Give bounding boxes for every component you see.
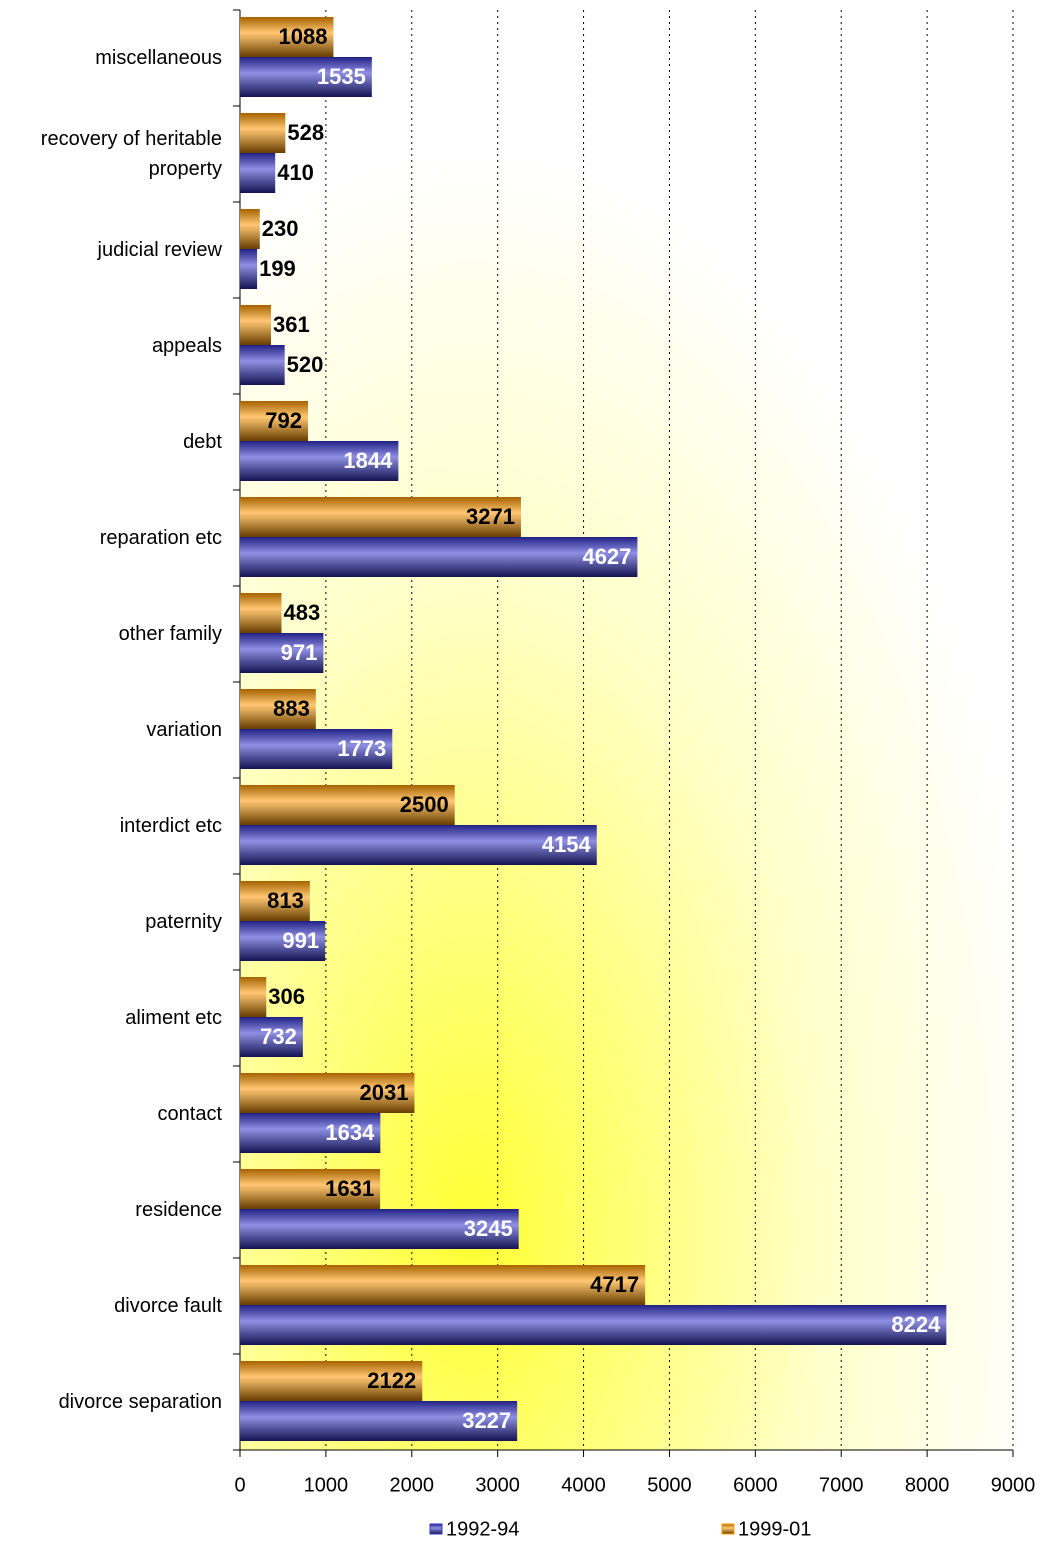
bar [240, 825, 597, 865]
category-label: paternity [145, 911, 222, 933]
legend-swatch [429, 1523, 443, 1535]
value-label: 1773 [337, 736, 386, 761]
legend-label: 1999-01 [738, 1518, 811, 1540]
value-label: 1634 [325, 1120, 375, 1145]
bar [240, 113, 286, 153]
bar [240, 689, 316, 729]
bar [240, 633, 324, 673]
value-label: 3245 [464, 1216, 513, 1241]
x-tick-label: 5000 [647, 1474, 692, 1496]
bar [240, 401, 309, 441]
x-tick-label: 0 [234, 1474, 245, 1496]
value-label: 1844 [343, 448, 393, 473]
value-label: 3227 [462, 1408, 511, 1433]
bar [240, 1401, 518, 1441]
category-label: appeals [151, 335, 222, 357]
bar [240, 1073, 415, 1113]
value-label: 2122 [367, 1368, 416, 1393]
x-tick-label: 7000 [819, 1474, 864, 1496]
bar [240, 345, 285, 385]
value-label: 1631 [325, 1176, 374, 1201]
x-tick-label: 9000 [991, 1474, 1036, 1496]
bar [240, 977, 267, 1017]
category-label: debt [183, 431, 222, 453]
category-label: residence [135, 1199, 222, 1221]
bar [240, 921, 326, 961]
bar [240, 441, 399, 481]
x-tick-label: 4000 [561, 1474, 606, 1496]
bar [240, 1305, 947, 1345]
category-label: judicial review [97, 239, 223, 261]
bar [240, 729, 393, 769]
bar [240, 57, 372, 97]
value-label: 883 [273, 696, 310, 721]
value-label: 991 [282, 928, 319, 953]
bar [240, 593, 282, 633]
bar [240, 17, 334, 57]
category-label: recovery of heritable property [40, 128, 222, 180]
x-tick-label: 2000 [390, 1474, 435, 1496]
value-label: 2500 [400, 792, 449, 817]
legend-label: 1992-94 [446, 1518, 519, 1540]
value-label: 2031 [359, 1080, 408, 1105]
bar [240, 1113, 381, 1153]
value-label: 306 [268, 984, 305, 1009]
x-tick-label: 3000 [475, 1474, 520, 1496]
bar [240, 1265, 646, 1305]
legend-swatch [721, 1523, 735, 1535]
bar [240, 1361, 423, 1401]
x-tick-label: 1000 [304, 1474, 349, 1496]
value-label: 520 [287, 352, 324, 377]
bar [240, 881, 310, 921]
category-label: divorce fault [114, 1295, 222, 1317]
bar [240, 1017, 303, 1057]
bar [240, 497, 521, 537]
category-label: other family [118, 623, 222, 645]
value-label: 8224 [891, 1312, 941, 1337]
value-label: 361 [273, 312, 310, 337]
value-label: 199 [259, 256, 296, 281]
value-label: 3271 [466, 504, 515, 529]
category-label: reparation etc [99, 527, 222, 549]
value-label: 971 [281, 640, 318, 665]
category-label: miscellaneous [95, 47, 222, 69]
value-label: 4154 [542, 832, 592, 857]
x-tick-label: 8000 [905, 1474, 950, 1496]
category-label: interdict etc [119, 815, 222, 837]
value-label: 230 [262, 216, 299, 241]
value-label: 1535 [317, 64, 366, 89]
bar [240, 785, 455, 825]
bar [240, 209, 260, 249]
value-label: 528 [287, 120, 324, 145]
value-label: 1088 [278, 24, 327, 49]
category-label: variation [146, 719, 222, 741]
value-label: 4717 [590, 1272, 639, 1297]
value-label: 732 [260, 1024, 297, 1049]
bar [240, 537, 638, 577]
bar [240, 1209, 519, 1249]
x-tick-label: 6000 [733, 1474, 778, 1496]
value-label: 792 [265, 408, 302, 433]
bar [240, 153, 276, 193]
value-label: 483 [283, 600, 320, 625]
category-label: divorce separation [58, 1391, 222, 1413]
bar [240, 249, 258, 289]
value-label: 4627 [582, 544, 631, 569]
category-label: contact [157, 1103, 222, 1125]
value-label: 813 [267, 888, 304, 913]
category-label: aliment etc [125, 1007, 222, 1029]
bar [240, 1169, 381, 1209]
bar [240, 305, 272, 345]
value-label: 410 [277, 160, 314, 185]
